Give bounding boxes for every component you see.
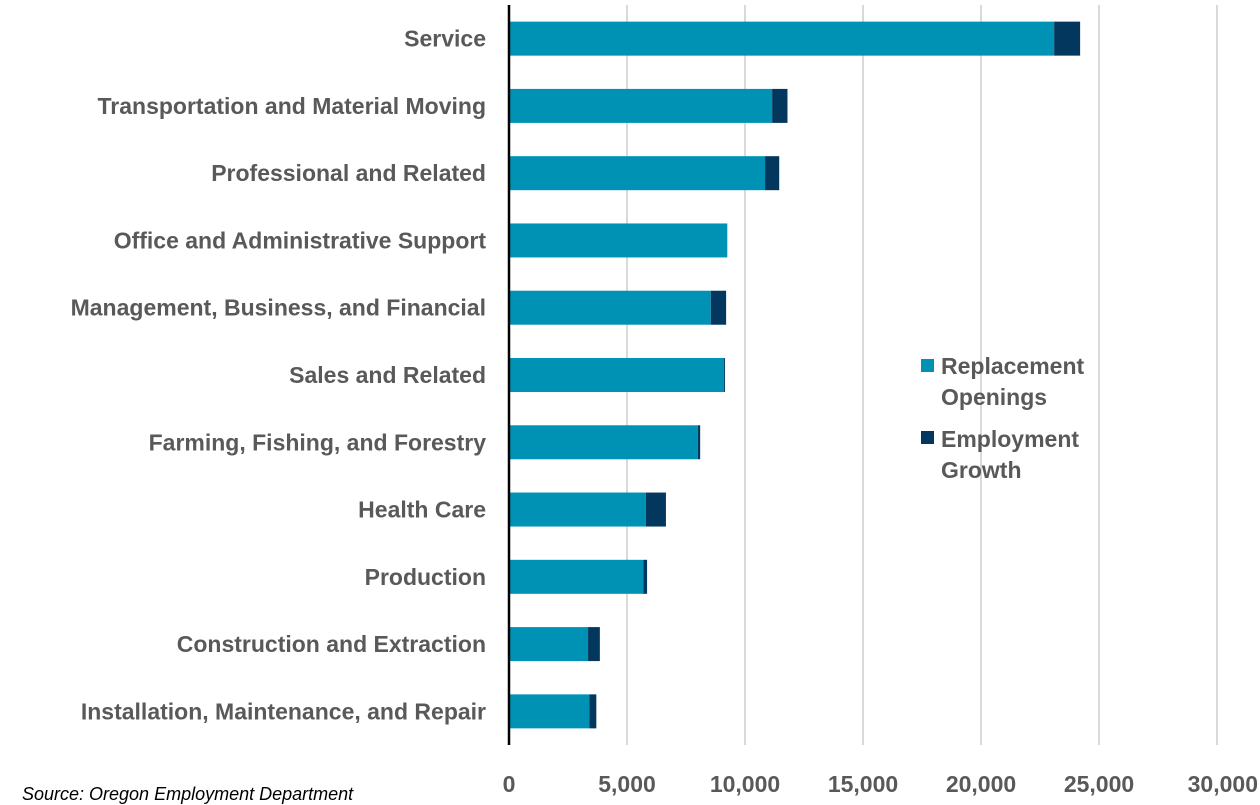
category-label-3: Office and Administrative Support <box>114 227 487 253</box>
bar-replacement-8 <box>509 559 644 594</box>
x-tick-label-1: 5,000 <box>598 771 656 797</box>
category-label-5: Sales and Related <box>289 362 486 388</box>
category-label-7: Health Care <box>358 497 486 523</box>
x-tick-labels: 0 5,000 10,000 15,000 20,000 25,000 30,000 <box>503 771 1258 797</box>
legend-swatch-replacement-openings <box>921 359 934 372</box>
x-tick-label-5: 25,000 <box>1064 771 1134 797</box>
category-label-0: Service <box>404 26 486 52</box>
x-tick-label-6: 30,000 <box>1188 771 1258 797</box>
source-note: Source: Oregon Employment Department <box>22 784 354 804</box>
bar-replacement-6 <box>509 425 698 460</box>
bar-growth-1 <box>772 88 788 123</box>
x-tick-label-0: 0 <box>503 771 516 797</box>
category-label-10: Installation, Maintenance, and Repair <box>81 698 486 724</box>
bar-replacement-1 <box>509 88 773 123</box>
bar-replacement-4 <box>509 290 711 325</box>
bar-growth-2 <box>765 156 780 191</box>
x-tick-label-2: 10,000 <box>710 771 780 797</box>
legend-label-replacement-line1: Replacement <box>941 353 1085 379</box>
bar-replacement-0 <box>509 21 1055 56</box>
legend-label-growth-line2: Growth <box>941 457 1022 483</box>
bar-replacement-7 <box>509 492 646 527</box>
bar-growth-8 <box>643 559 648 594</box>
legend: Replacement Openings Employment Growth <box>921 353 1085 483</box>
legend-swatch-employment-growth <box>921 431 934 444</box>
x-tick-label-4: 20,000 <box>946 771 1016 797</box>
category-labels: Service Transportation and Material Movin… <box>71 26 487 725</box>
category-label-1: Transportation and Material Moving <box>98 93 486 119</box>
gridlines <box>626 5 1218 745</box>
category-label-4: Management, Business, and Financial <box>71 295 486 321</box>
legend-label-replacement-line2: Openings <box>941 384 1047 410</box>
x-tick-label-3: 15,000 <box>828 771 898 797</box>
category-label-6: Farming, Fishing, and Forestry <box>149 429 487 455</box>
bar-growth-4 <box>710 290 727 325</box>
legend-label-growth-line1: Employment <box>941 426 1079 452</box>
bars <box>509 21 1081 729</box>
bar-growth-6 <box>697 425 701 460</box>
bar-growth-10 <box>589 694 597 729</box>
bar-growth-0 <box>1054 21 1081 56</box>
category-label-9: Construction and Extraction <box>177 631 486 657</box>
bar-growth-5 <box>723 358 725 392</box>
category-label-2: Professional and Related <box>211 160 486 186</box>
bar-growth-7 <box>645 492 666 527</box>
category-label-8: Production <box>365 564 486 590</box>
bar-replacement-5 <box>509 358 724 392</box>
bar-replacement-3 <box>509 223 728 258</box>
bar-replacement-9 <box>509 627 589 662</box>
bar-replacement-10 <box>509 694 590 729</box>
bar-growth-9 <box>588 627 600 662</box>
bar-replacement-2 <box>509 156 766 191</box>
